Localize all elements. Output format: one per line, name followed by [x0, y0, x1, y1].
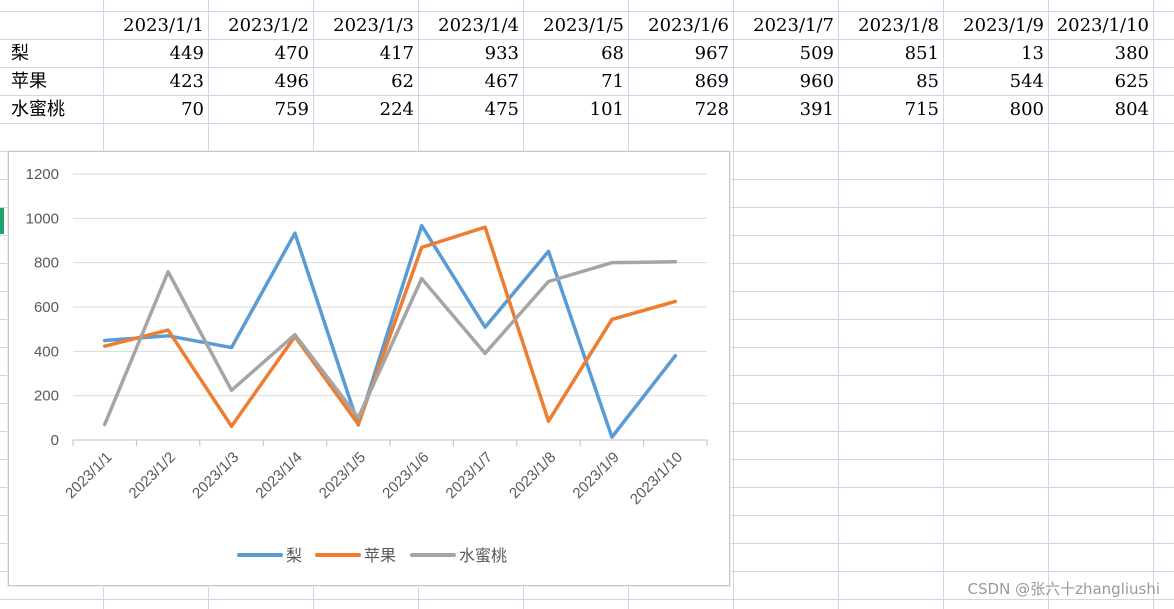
- value-cell[interactable]: 804: [1114, 99, 1149, 120]
- data-point: [547, 249, 550, 253]
- x-tick-label: 2023/1/7: [443, 449, 496, 502]
- value-cell[interactable]: 380: [1114, 43, 1149, 64]
- watermark: CSDN @张六十zhangliushi: [967, 580, 1160, 598]
- x-tick-label: 2023/1/8: [506, 449, 559, 502]
- y-tick-label: 0: [51, 432, 59, 449]
- column-header-strip: [0, 0, 1174, 11]
- row-label-cell[interactable]: 苹果: [11, 71, 47, 92]
- line-chart[interactable]: 0 200 400 600 800 1000 1200 2023/1/1 2023/1/2 202…: [8, 151, 730, 586]
- x-tick-label: 2023/1/5: [316, 449, 369, 502]
- value-cell[interactable]: 715: [904, 99, 939, 120]
- value-cell[interactable]: 467: [484, 71, 519, 92]
- value-cell[interactable]: 728: [694, 99, 729, 120]
- value-cell[interactable]: 423: [169, 71, 204, 92]
- value-cell[interactable]: 224: [379, 99, 414, 120]
- header-date-cell[interactable]: 2023/1/10: [1056, 15, 1149, 36]
- value-cell[interactable]: 13: [1021, 43, 1044, 64]
- header-date-cell[interactable]: 2023/1/9: [963, 15, 1044, 36]
- data-point: [673, 299, 677, 303]
- value-cell[interactable]: 509: [799, 43, 834, 64]
- value-cell[interactable]: 62: [391, 71, 414, 92]
- value-cell[interactable]: 470: [274, 43, 309, 64]
- data-point: [230, 388, 233, 392]
- value-cell[interactable]: 70: [181, 99, 204, 120]
- data-point: [483, 325, 487, 329]
- data-point: [166, 334, 170, 338]
- value-cell[interactable]: 496: [274, 71, 309, 92]
- value-cell[interactable]: 449: [169, 43, 204, 64]
- x-tick-label: 2023/1/6: [379, 449, 432, 502]
- data-point: [610, 317, 614, 321]
- data-point: [547, 280, 550, 284]
- value-cell[interactable]: 800: [1009, 99, 1044, 120]
- data-point: [230, 424, 233, 428]
- header-date-cell[interactable]: 2023/1/8: [858, 15, 939, 36]
- value-cell[interactable]: 101: [589, 99, 624, 120]
- data-point: [673, 260, 677, 264]
- y-tick-label: 1000: [26, 210, 59, 227]
- data-point: [547, 419, 550, 423]
- data-point: [166, 270, 170, 274]
- series-line: [102, 225, 678, 429]
- legend-label: 苹果: [364, 546, 396, 565]
- legend-label: 梨: [286, 546, 302, 565]
- value-cell[interactable]: 967: [694, 43, 729, 64]
- data-point: [103, 338, 107, 342]
- value-cell[interactable]: 851: [904, 43, 939, 64]
- y-tick-label: 400: [34, 343, 59, 360]
- value-cell[interactable]: 391: [799, 99, 834, 120]
- x-tick-label: 2023/1/1: [62, 449, 115, 502]
- data-point: [103, 422, 107, 426]
- x-tick-label: 2023/1/3: [189, 449, 242, 502]
- data-point: [166, 328, 170, 332]
- data-point: [420, 224, 424, 228]
- value-cell[interactable]: 869: [694, 71, 729, 92]
- value-cell[interactable]: 417: [379, 43, 414, 64]
- data-point: [230, 346, 233, 350]
- data-point: [673, 354, 677, 358]
- data-point: [356, 422, 360, 426]
- series-line: [102, 260, 678, 427]
- header-date-cell[interactable]: 2023/1/5: [543, 15, 624, 36]
- y-tick-label: 600: [34, 299, 59, 316]
- data-point: [610, 261, 614, 265]
- data-point: [420, 277, 424, 281]
- value-cell[interactable]: 85: [916, 71, 939, 92]
- value-cell[interactable]: 625: [1114, 71, 1149, 92]
- header-date-cell[interactable]: 2023/1/6: [648, 15, 729, 36]
- legend-label: 水蜜桃: [459, 546, 507, 565]
- data-point: [483, 351, 487, 355]
- y-tick-label: 200: [34, 388, 59, 405]
- row-label-cell[interactable]: 水蜜桃: [11, 99, 65, 120]
- row-label-cell[interactable]: 梨: [11, 43, 29, 64]
- data-point: [610, 435, 614, 439]
- x-tick-label: 2023/1/2: [126, 449, 179, 502]
- y-tick-label: 800: [34, 255, 59, 272]
- data-point: [420, 245, 424, 249]
- data-point: [483, 225, 487, 229]
- x-tick-label: 2023/1/4: [252, 449, 305, 502]
- x-tick-label: 2023/1/10: [627, 449, 686, 508]
- y-tick-label: 1200: [26, 166, 59, 183]
- header-date-cell[interactable]: 2023/1/4: [438, 15, 519, 36]
- x-tick-label: 2023/1/9: [569, 449, 622, 502]
- header-date-cell[interactable]: 2023/1/7: [753, 15, 834, 36]
- value-cell[interactable]: 759: [274, 99, 309, 120]
- data-point: [356, 416, 360, 420]
- header-date-cell[interactable]: 2023/1/3: [333, 15, 414, 36]
- value-cell[interactable]: 933: [484, 43, 519, 64]
- value-cell[interactable]: 71: [601, 71, 624, 92]
- value-cell[interactable]: 544: [1009, 71, 1044, 92]
- data-point: [293, 333, 297, 337]
- series-line: [102, 223, 678, 439]
- selection-marker: [0, 208, 4, 234]
- header-date-cell[interactable]: 2023/1/1: [123, 15, 204, 36]
- header-date-cell[interactable]: 2023/1/2: [228, 15, 309, 36]
- data-point: [103, 344, 107, 348]
- value-cell[interactable]: 960: [799, 71, 834, 92]
- data-point: [293, 231, 297, 235]
- value-cell[interactable]: 475: [484, 99, 519, 120]
- value-cell[interactable]: 68: [601, 43, 624, 64]
